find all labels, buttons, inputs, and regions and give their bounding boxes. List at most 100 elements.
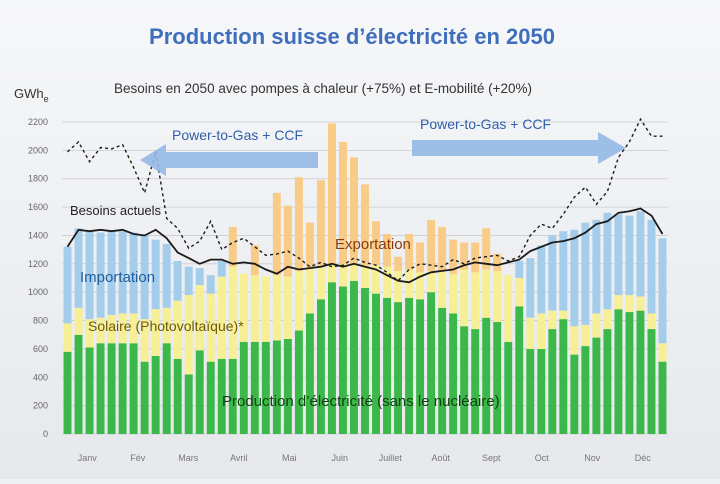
bar-1-33: [427, 270, 436, 293]
bar-0-28: [372, 293, 380, 434]
arrow-left-icon: [140, 144, 318, 176]
bar-1-52: [636, 296, 645, 311]
bar-2-11: [184, 266, 193, 296]
bar-2-46: [570, 229, 579, 327]
bar-1-9: [162, 307, 171, 344]
bar-0-23: [316, 299, 325, 434]
x-tick-label-4: Mai: [282, 453, 297, 463]
bar-1-38: [482, 269, 491, 318]
bar-1-13: [206, 293, 215, 362]
bar-1-14: [217, 276, 226, 359]
y-tick-label-6: 1200: [28, 259, 48, 269]
export-bar-33: [427, 219, 436, 271]
bar-1-24: [327, 265, 336, 283]
line-0: [66, 207, 664, 284]
y-tick-label-3: 600: [33, 344, 48, 354]
export-bar-29: [383, 234, 392, 267]
y-tick-label-5: 1000: [28, 287, 48, 297]
export-bar-21: [294, 177, 303, 271]
bar-0-7: [140, 361, 149, 434]
bar-0-31: [405, 297, 414, 434]
bar-0-52: [636, 310, 645, 434]
x-tick-labels: Janv Fév Mars Avril Mai Juin Juillet Août Sept Oc…: [78, 453, 652, 463]
y-tick-label-11: 2200: [28, 117, 48, 127]
bar-0-54: [658, 361, 667, 434]
export-label: Exportation: [335, 236, 411, 253]
bar-2-14: [217, 260, 226, 277]
production-label: Production d’électricité (sans le nucléa…: [222, 393, 500, 410]
bar-0-39: [493, 321, 502, 434]
bar-1-23: [316, 265, 325, 300]
bar-0-38: [482, 317, 491, 434]
bar-1-5: [118, 313, 127, 344]
export-bar-22: [305, 222, 314, 269]
bar-0-14: [217, 358, 226, 434]
power-to-gas-right-label: Power-to-Gas + CCF: [420, 116, 551, 132]
export-bar-30: [394, 256, 403, 271]
export-bar-24: [327, 123, 336, 266]
bar-1-19: [272, 275, 281, 341]
y-tick-labels: 0 200 400 600 800 1000 1200 1400 1600 1800 2000 220…: [28, 117, 48, 439]
bar-1-16: [239, 273, 248, 342]
arrow-right-icon: [412, 132, 626, 164]
bar-1-41: [515, 278, 524, 307]
bar-1-37: [471, 272, 480, 330]
y-tick-label-0: 0: [43, 429, 48, 439]
bar-1-35: [449, 273, 458, 314]
bar-2-1: [74, 228, 83, 308]
bar-0-51: [625, 312, 634, 434]
bar-1-22: [305, 268, 314, 314]
bar-0-45: [559, 319, 568, 434]
bar-0-1: [74, 334, 83, 434]
bar-1-10: [173, 300, 182, 359]
bar-1-54: [658, 343, 667, 362]
export-bar-23: [316, 180, 325, 266]
bar-0-22: [305, 313, 314, 434]
bar-2-10: [173, 260, 182, 301]
bar-0-15: [228, 358, 237, 434]
bar-0-2: [85, 347, 94, 434]
bar-1-28: [372, 265, 380, 294]
x-tick-label-11: Déc: [635, 453, 652, 463]
export-bar-25: [338, 141, 347, 264]
bar-1-43: [537, 313, 546, 349]
bar-1-49: [603, 309, 612, 330]
bar-2-12: [195, 268, 204, 286]
bar-1-26: [350, 265, 358, 281]
bar-1-0: [63, 323, 72, 352]
bar-0-35: [449, 313, 458, 434]
bar-0-42: [526, 348, 535, 434]
bar-2-41: [515, 260, 524, 278]
bar-1-48: [592, 313, 601, 338]
bar-0-44: [548, 329, 557, 434]
bar-2-9: [162, 243, 171, 308]
bar-2-42: [526, 258, 535, 318]
bar-0-11: [184, 374, 193, 434]
export-bar-17: [250, 245, 259, 276]
bar-0-43: [537, 348, 546, 434]
bar-1-12: [195, 285, 204, 351]
bar-0-32: [416, 299, 425, 434]
bar-0-21: [294, 330, 303, 434]
bar-1-34: [438, 270, 447, 308]
bar-0-46: [570, 354, 579, 434]
bar-2-48: [592, 219, 601, 314]
bar-2-5: [118, 231, 127, 314]
export-bar-38: [482, 228, 491, 270]
bar-2-3: [96, 232, 105, 318]
bar-0-12: [195, 350, 204, 434]
bar-0-26: [350, 280, 358, 434]
bar-1-15: [228, 266, 237, 359]
export-bar-20: [283, 205, 292, 277]
bar-1-51: [625, 295, 634, 313]
bar-1-3: [96, 317, 105, 344]
export-bar-32: [416, 242, 425, 273]
bar-2-52: [636, 211, 645, 297]
bar-2-51: [625, 215, 634, 296]
y-tick-label-7: 1400: [28, 230, 48, 240]
bar-1-11: [184, 295, 193, 375]
bar-0-48: [592, 337, 601, 434]
bar-0-27: [361, 287, 369, 434]
bar-0-6: [129, 343, 138, 434]
